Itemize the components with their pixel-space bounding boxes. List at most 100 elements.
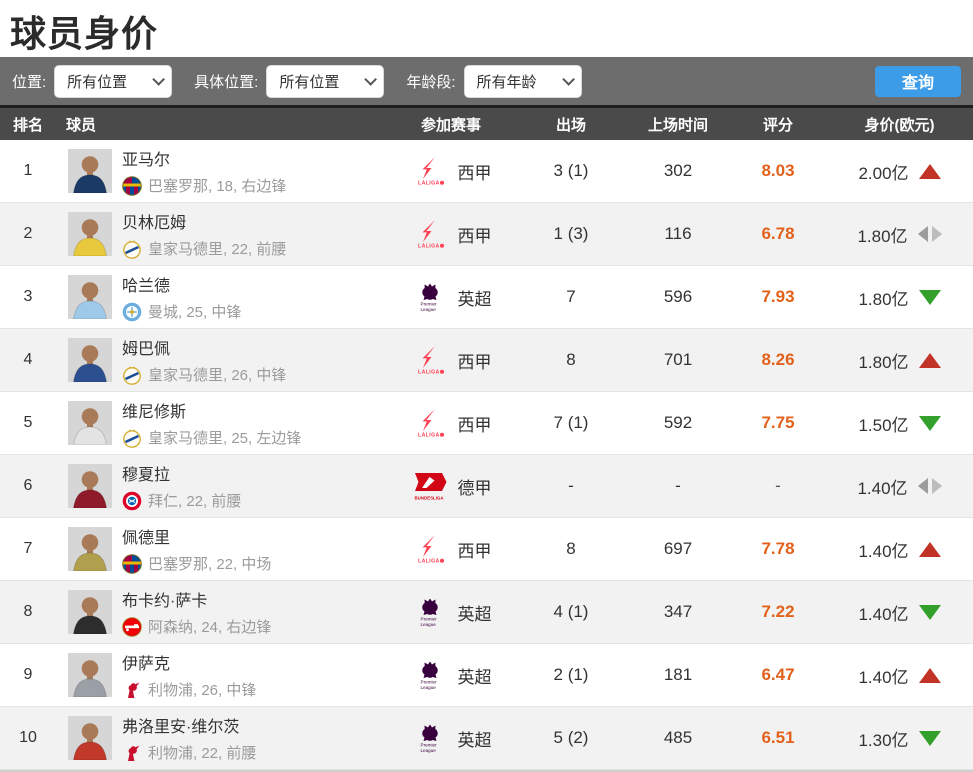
rating-cell: 7.22 — [761, 602, 795, 621]
minutes-cell: 302 — [663, 161, 693, 180]
trend-up-icon — [918, 541, 941, 557]
table-row[interactable]: 2 贝林厄姆 皇家马德里, 22, 前腰 LALIGA 西甲 1 (3) 116 — [0, 203, 973, 266]
player-cell: 弗洛里安·维尔茨 利物浦, 22, 前腰 — [56, 713, 386, 763]
rank-cell: 9 — [23, 666, 33, 683]
player-avatar — [68, 401, 112, 445]
player-club-info: 皇家马德里, 25, 左边锋 — [148, 430, 302, 447]
club-crest-icon — [122, 175, 142, 196]
club-crest-icon — [122, 553, 142, 574]
chevron-down-icon — [152, 72, 166, 86]
player-name[interactable]: 布卡约·萨卡 — [122, 593, 208, 610]
appearances-cell: 7 — [566, 287, 576, 306]
svg-text:BUNDESLIGA: BUNDESLIGA — [414, 496, 444, 501]
player-name[interactable]: 伊萨克 — [122, 656, 171, 673]
player-name[interactable]: 贝林厄姆 — [122, 215, 187, 232]
player-name[interactable]: 亚马尔 — [122, 152, 171, 169]
minutes-cell: 485 — [663, 728, 693, 747]
league-logo-icon: BUNDESLIGA — [411, 471, 449, 501]
player-avatar — [68, 275, 112, 319]
player-cell: 佩德里 巴塞罗那, 22, 中场 — [56, 524, 386, 574]
player-avatar — [68, 590, 112, 634]
appearances-cell: 8 — [566, 350, 576, 369]
filter-select[interactable]: 所有位置 — [54, 64, 173, 98]
league-logo-icon: LALIGA — [411, 345, 449, 375]
rank-cell: 8 — [23, 603, 33, 620]
minutes-cell: 592 — [663, 413, 693, 432]
player-club-info: 巴塞罗那, 22, 中场 — [148, 556, 272, 573]
league-cell: LALIGA 西甲 — [386, 408, 516, 438]
rating-cell: 7.93 — [761, 287, 795, 306]
trend-down-icon — [918, 289, 941, 305]
club-crest-icon — [122, 302, 142, 322]
value-cell: 1.80亿 — [826, 348, 973, 373]
minutes-cell: 347 — [663, 602, 693, 621]
table-row[interactable]: 4 姆巴佩 皇家马德里, 26, 中锋 LALIGA 西甲 8 701 8. — [0, 329, 973, 392]
league-name: 西甲 — [457, 163, 492, 183]
minutes-cell: 596 — [663, 287, 693, 306]
player-cell: 穆夏拉 拜仁, 22, 前腰 — [56, 461, 386, 511]
player-name[interactable]: 穆夏拉 — [122, 467, 171, 484]
rank-cell: 1 — [23, 162, 33, 179]
table-row[interactable]: 3 哈兰德 曼城, 25, 中锋 Premier League 英超 7 596… — [0, 266, 973, 329]
appearances-cell: 1 (3) — [553, 224, 589, 243]
table-row[interactable]: 10 弗洛里安·维尔茨 利物浦, 22, 前腰 Premier League 英… — [0, 707, 973, 770]
player-cell: 亚马尔 巴塞罗那, 18, 右边锋 — [56, 146, 386, 196]
table-row[interactable]: 6 穆夏拉 拜仁, 22, 前腰 BUNDESLIGA 德甲 - - - — [0, 455, 973, 518]
club-crest-icon — [122, 365, 142, 385]
league-logo-icon: LALIGA — [411, 534, 449, 564]
filter-select[interactable]: 所有年龄 — [463, 64, 582, 98]
player-name[interactable]: 佩德里 — [122, 530, 171, 547]
player-cell: 哈兰德 曼城, 25, 中锋 — [56, 272, 386, 322]
value-cell: 1.40亿 — [826, 537, 973, 562]
filter-label: 具体位置: — [194, 73, 259, 91]
table-row[interactable]: 7 佩德里 巴塞罗那, 22, 中场 LALIGA — [0, 518, 973, 581]
trend-down-icon — [918, 604, 941, 620]
player-name[interactable]: 弗洛里安·维尔茨 — [122, 719, 240, 736]
appearances-cell: 4 (1) — [553, 602, 589, 621]
player-name[interactable]: 哈兰德 — [122, 278, 171, 295]
league-cell: LALIGA 西甲 — [386, 345, 516, 375]
trend-up-icon — [918, 352, 941, 368]
league-logo-icon: Premier League — [411, 660, 449, 690]
league-cell: LALIGA 西甲 — [386, 219, 516, 249]
minutes-cell: - — [675, 476, 681, 495]
svg-text:Premier: Premier — [420, 743, 437, 748]
table-header-row: 排名 球员 参加赛事 出场 上场时间 评分 身价(欧元) — [0, 108, 973, 140]
player-name[interactable]: 维尼修斯 — [122, 404, 187, 421]
rank-cell: 7 — [23, 540, 33, 557]
page-header: 球员身价 — [0, 0, 973, 57]
league-name: 英超 — [457, 730, 492, 750]
table-row[interactable]: 1 亚马尔 巴塞罗那, 18, 右边锋 LALIGA — [0, 140, 973, 203]
player-club-info: 利物浦, 26, 中锋 — [148, 682, 257, 699]
rank-cell: 6 — [23, 477, 33, 494]
player-club-info: 曼城, 25, 中锋 — [148, 304, 242, 321]
filter-select[interactable]: 所有位置 — [266, 64, 385, 98]
player-name[interactable]: 姆巴佩 — [122, 341, 171, 358]
rank-cell: 3 — [23, 288, 33, 305]
column-header-rating: 评分 — [762, 116, 793, 134]
value-cell: 1.40亿 — [826, 600, 973, 625]
league-name: 德甲 — [457, 478, 492, 498]
table-row[interactable]: 5 维尼修斯 皇家马德里, 25, 左边锋 LALIGA 西甲 7 (1) 59… — [0, 392, 973, 455]
rating-cell: 6.78 — [761, 224, 795, 243]
league-name: 英超 — [457, 667, 492, 687]
player-club-info: 皇家马德里, 26, 中锋 — [148, 367, 287, 384]
value-text: 1.80亿 — [857, 226, 908, 246]
value-cell: 1.80亿 — [826, 222, 973, 247]
rating-cell: 8.26 — [761, 350, 795, 369]
league-cell: LALIGA 西甲 — [386, 534, 516, 564]
table-body: 1 亚马尔 巴塞罗那, 18, 右边锋 LALIGA — [0, 140, 973, 770]
filter-group: 具体位置: 所有位置 — [194, 64, 385, 98]
player-club-info: 皇家马德里, 22, 前腰 — [148, 241, 287, 258]
value-text: 1.40亿 — [858, 604, 909, 624]
filter-label: 位置: — [12, 73, 47, 91]
player-club-info: 阿森纳, 24, 右边锋 — [148, 619, 272, 636]
query-button[interactable]: 查询 — [875, 65, 961, 97]
rank-cell: 4 — [23, 351, 33, 368]
player-avatar — [68, 149, 112, 193]
table-row[interactable]: 8 布卡约·萨卡 阿森纳, 24, 右边锋 Premier League 英超 … — [0, 581, 973, 644]
table-row[interactable]: 9 伊萨克 利物浦, 26, 中锋 Premier League 英超 2 (1… — [0, 644, 973, 707]
minutes-cell: 697 — [663, 539, 693, 558]
trend-up-icon — [918, 667, 941, 683]
club-crest-icon — [122, 491, 142, 511]
